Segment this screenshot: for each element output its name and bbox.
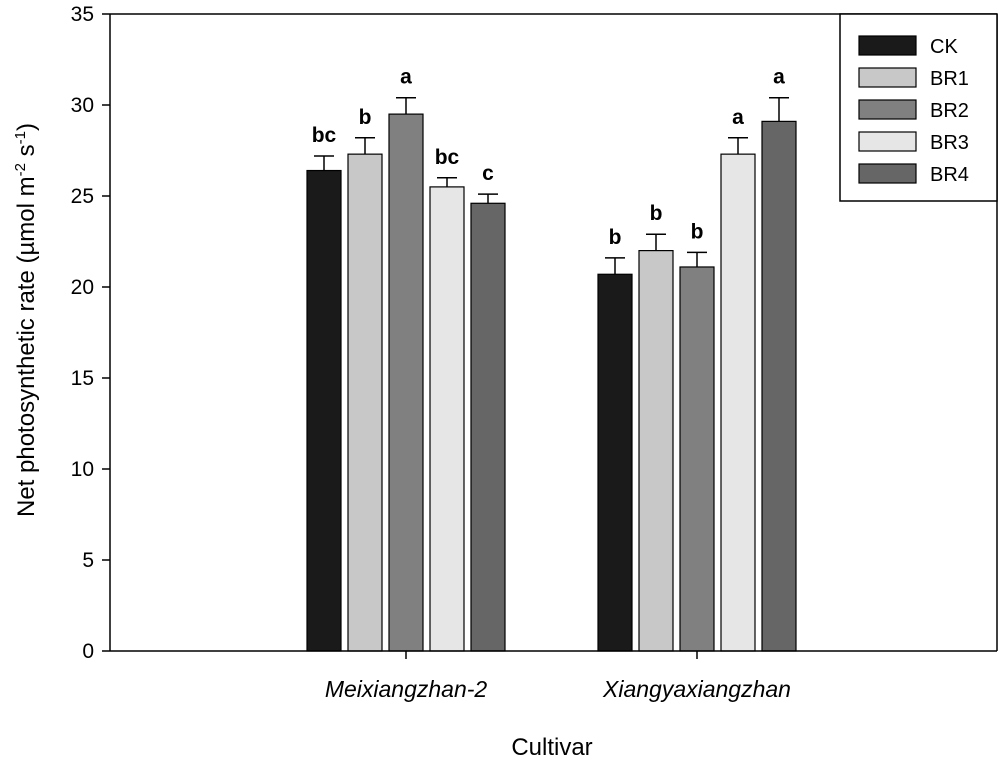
y-axis-title-main: Net photosynthetic rate (µmol m [13,176,40,517]
y-axis-title-mid: s [13,144,40,163]
legend-swatch-br4 [858,163,917,184]
legend-label-br3: BR3 [930,132,969,154]
bar-ck-1 [597,273,633,652]
bar-br2-1 [679,266,715,652]
legend-swatch-ck [858,35,917,56]
significance-label: bc [435,146,460,169]
bar-br1-0 [347,153,383,652]
significance-label: c [482,162,494,185]
y-tick-label: 5 [82,549,94,572]
legend-label-br1: BR1 [930,68,969,90]
y-tick-label: 0 [82,640,94,663]
bar-br3-1 [720,153,756,652]
significance-label: b [691,220,704,243]
category-label: Xiangyaxiangzhan [602,676,791,702]
y-axis-title-end: ) [13,123,40,131]
legend-swatch-br3 [858,131,917,152]
significance-label: a [732,106,744,129]
bar-br1-1 [638,250,674,652]
y-tick-label: 20 [71,276,94,299]
y-tick-label: 30 [71,94,94,117]
legend: CK BR1 BR2 BR3 BR4 [839,13,998,202]
y-axis-title: Net photosynthetic rate (µmol m-2 s-1) [12,123,40,517]
y-axis-title-sup1: -2 [12,163,29,176]
legend-label-br4: BR4 [930,164,969,186]
x-axis-title: Cultivar [511,734,592,761]
category-label: Meixiangzhan-2 [325,676,488,702]
significance-label: b [359,106,372,129]
bar-br2-0 [388,113,424,652]
bar-br4-0 [470,202,506,652]
bar-br4-1 [761,120,797,652]
legend-label-br2: BR2 [930,100,969,122]
bar-ck-0 [306,169,342,652]
significance-label: a [773,66,785,89]
significance-label: b [650,202,663,225]
y-axis-title-sup2: -1 [12,131,29,144]
bar-br3-0 [429,186,465,652]
y-tick-label: 25 [71,185,94,208]
y-tick-label: 35 [71,3,94,26]
legend-swatch-br2 [858,99,917,120]
significance-label: bc [312,124,337,147]
legend-label-ck: CK [930,36,958,58]
significance-label: b [609,226,622,249]
y-tick-label: 10 [71,458,94,481]
significance-label: a [400,66,412,89]
y-tick-label: 15 [71,367,94,390]
legend-swatch-br1 [858,67,917,88]
